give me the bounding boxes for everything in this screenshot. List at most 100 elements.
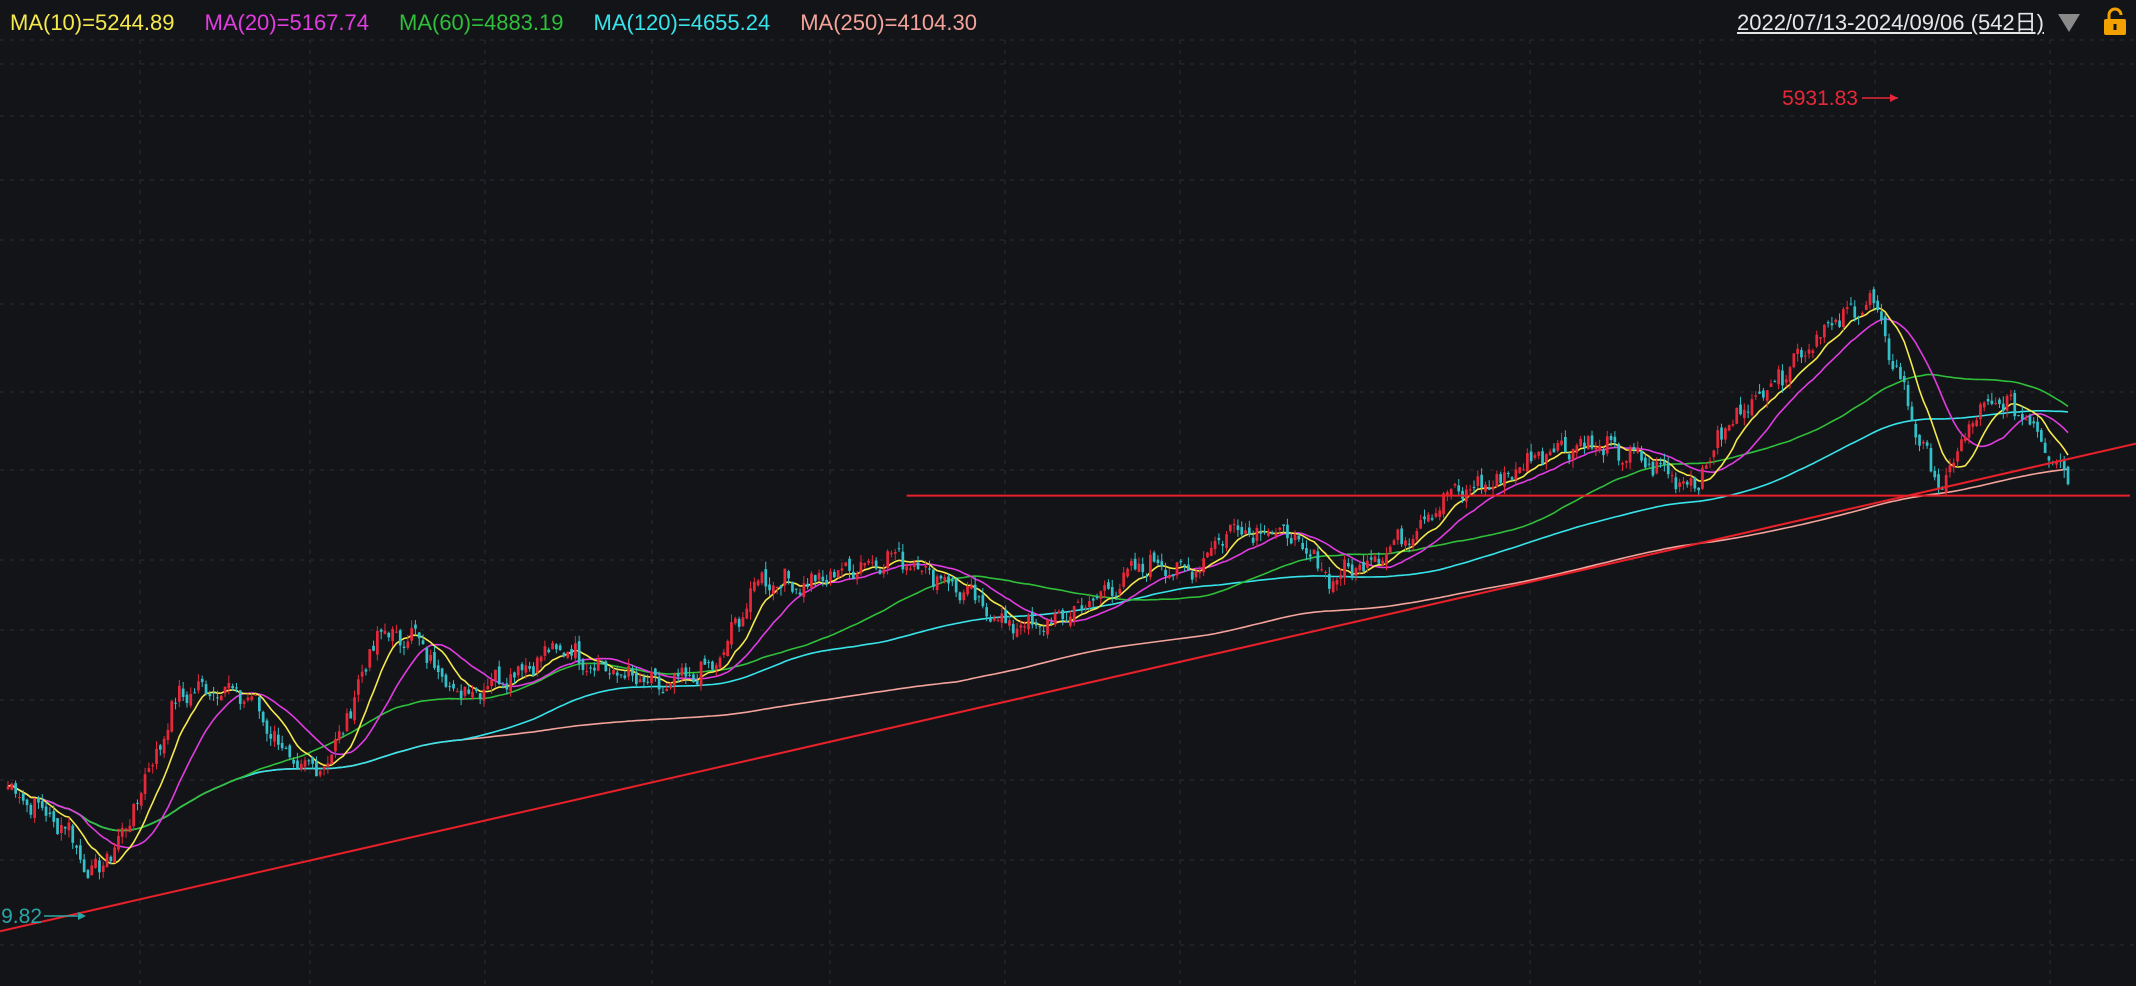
candle xyxy=(1385,553,1388,564)
candle xyxy=(90,866,93,876)
candle xyxy=(30,805,33,815)
lock-icon[interactable] xyxy=(2100,6,2130,38)
candle xyxy=(1035,622,1038,625)
candle xyxy=(1244,530,1247,533)
candle xyxy=(98,860,101,872)
candle xyxy=(993,618,996,621)
candle xyxy=(494,670,497,681)
candle xyxy=(856,573,859,579)
candle xyxy=(528,666,531,669)
candle xyxy=(1100,591,1103,599)
candle xyxy=(578,641,581,663)
candle xyxy=(1576,445,1579,453)
candle xyxy=(1381,561,1384,565)
candle xyxy=(1869,293,1872,305)
candle xyxy=(768,585,771,591)
candle xyxy=(1800,350,1803,357)
candle xyxy=(1720,428,1723,440)
candle xyxy=(201,679,204,682)
candle xyxy=(1735,408,1738,424)
candle xyxy=(833,572,836,577)
candle xyxy=(932,570,935,587)
candle xyxy=(269,734,272,739)
candle xyxy=(966,586,969,594)
candle xyxy=(288,746,291,758)
candle xyxy=(14,783,17,794)
candle xyxy=(639,679,642,682)
candle xyxy=(262,712,265,722)
candle xyxy=(673,675,676,687)
candle xyxy=(1008,620,1011,626)
candle xyxy=(441,668,444,676)
candle xyxy=(810,574,813,589)
candle xyxy=(1290,538,1293,543)
candle xyxy=(844,563,847,567)
rising-trendline[interactable] xyxy=(0,444,2136,932)
candle xyxy=(1221,544,1224,546)
candle xyxy=(593,668,596,671)
candle xyxy=(174,703,177,704)
moving-average-lines xyxy=(8,308,2068,864)
candle xyxy=(315,761,318,776)
candle xyxy=(1549,452,1552,456)
candle xyxy=(1713,450,1716,457)
candle xyxy=(319,771,322,775)
candle xyxy=(342,733,345,734)
candle xyxy=(605,661,608,671)
candle xyxy=(791,582,794,592)
candle xyxy=(87,870,90,878)
candle xyxy=(627,666,630,677)
candle xyxy=(1827,322,1830,323)
candle xyxy=(1994,403,1997,404)
candle xyxy=(1427,515,1430,522)
candle xyxy=(296,761,299,769)
candle xyxy=(978,596,981,597)
candle xyxy=(1237,525,1240,530)
candle xyxy=(1758,392,1761,394)
candle xyxy=(395,632,398,633)
candle xyxy=(220,696,223,701)
candle xyxy=(1682,481,1685,484)
candle xyxy=(1119,589,1122,594)
candle xyxy=(1709,461,1712,462)
candle xyxy=(841,569,844,571)
candle xyxy=(1233,524,1236,525)
candle xyxy=(601,662,604,664)
date-range-selector[interactable]: 2022/07/13-2024/09/06 (542日) xyxy=(1737,8,2044,38)
candle xyxy=(1568,454,1571,459)
candle xyxy=(1526,453,1529,471)
candle xyxy=(879,570,882,574)
candle xyxy=(1911,407,1914,422)
candle xyxy=(1248,528,1251,535)
candle xyxy=(1355,568,1358,576)
candle xyxy=(1488,488,1491,490)
candle xyxy=(1065,620,1068,622)
candle xyxy=(1210,548,1213,556)
candle xyxy=(1781,371,1784,386)
candle xyxy=(1301,543,1304,549)
candle xyxy=(1240,527,1243,535)
candle xyxy=(1115,596,1118,597)
candle xyxy=(707,662,710,663)
triangle-down-icon[interactable] xyxy=(2058,14,2080,32)
candle xyxy=(1419,520,1422,529)
candle xyxy=(1031,612,1034,625)
candle xyxy=(1922,442,1925,444)
candle xyxy=(1591,435,1594,448)
candle xyxy=(1606,436,1609,453)
candle xyxy=(650,672,653,683)
candle xyxy=(1004,610,1007,624)
legend-ma10: MA(10)=5244.89 xyxy=(10,8,175,38)
candle xyxy=(1671,475,1674,476)
candle xyxy=(178,686,181,702)
candle xyxy=(1050,623,1053,625)
candle xyxy=(300,764,303,770)
candle xyxy=(974,585,977,601)
candle xyxy=(1530,452,1533,462)
candle xyxy=(1046,620,1049,635)
candle xyxy=(696,681,699,685)
candle xyxy=(258,697,261,711)
candle xyxy=(574,643,577,658)
candle xyxy=(1743,410,1746,418)
